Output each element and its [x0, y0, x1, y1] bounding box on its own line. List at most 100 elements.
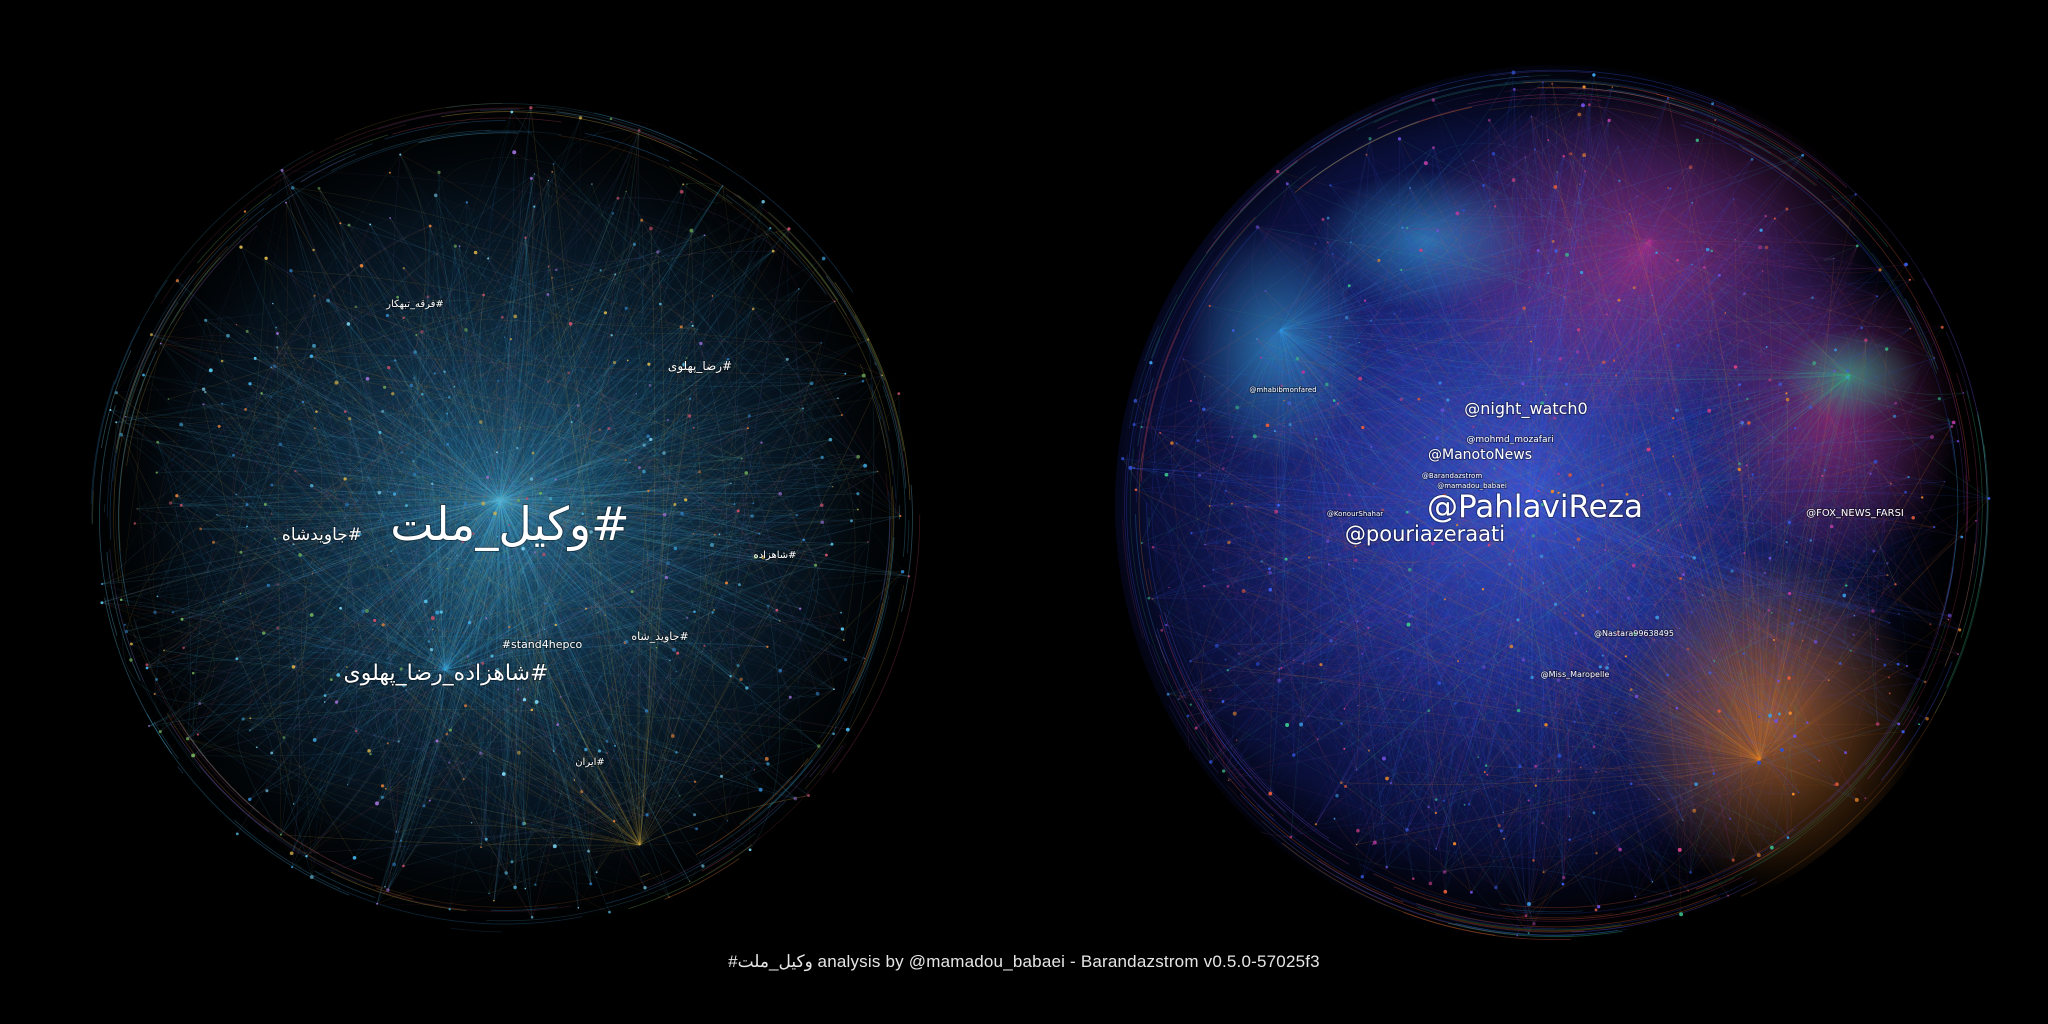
- graph-edge: [1286, 504, 1531, 560]
- graph-edge: [1444, 598, 1761, 761]
- graph-node: [729, 675, 732, 678]
- graph-edge: [265, 398, 839, 505]
- graph-edge: [302, 401, 556, 847]
- graph-edge: [388, 367, 769, 765]
- graph-edge: [1424, 529, 1689, 892]
- graph-edge: [1529, 254, 1568, 506]
- graph-edge: [1529, 496, 1914, 519]
- graph-node: [1456, 488, 1459, 490]
- graph-rim-edge: [199, 765, 358, 883]
- graph-edge: [455, 245, 499, 478]
- graph-edge: [1649, 239, 1790, 523]
- graph-edge: [1279, 329, 1770, 611]
- graph-rim-edge: [901, 484, 913, 612]
- graph-edge: [1547, 641, 1816, 779]
- graph-edge: [125, 416, 501, 501]
- graph-node: [576, 404, 580, 407]
- graph-edge: [1554, 239, 1651, 532]
- graph-edge: [1529, 504, 1655, 641]
- graph-edge: [1529, 504, 1799, 793]
- graph-edge: [116, 392, 484, 504]
- graph-edge: [1529, 504, 1790, 594]
- graph-node: [253, 356, 257, 360]
- graph-edge: [1529, 504, 1680, 629]
- graph-edge: [499, 499, 753, 517]
- graph-edge: [1619, 180, 1754, 524]
- graph-edge: [1289, 424, 1411, 570]
- graph-rim-edge: [839, 603, 883, 713]
- graph-edge: [1529, 384, 1740, 506]
- graph-edge: [1398, 138, 1437, 814]
- graph-edge: [124, 486, 833, 625]
- graph-edge: [1190, 504, 1543, 705]
- graph-edge: [271, 751, 524, 825]
- graph-rim-edge: [809, 763, 821, 778]
- graph-edge: [1472, 160, 1780, 715]
- graph-edge: [1648, 406, 1750, 450]
- graph-edge: [1491, 468, 1531, 506]
- graph-edge: [1525, 273, 1549, 506]
- graph-edge: [1421, 529, 1437, 849]
- graph-edge: [1441, 410, 1517, 705]
- graph-edge: [1520, 539, 1579, 589]
- graph-edge: [1744, 293, 1851, 376]
- graph-edge: [1529, 370, 1835, 506]
- graph-edge: [428, 499, 501, 642]
- graph-node: [642, 443, 646, 447]
- graph-edge: [1340, 504, 1531, 783]
- graph-edge: [1529, 295, 1653, 506]
- graph-edge: [1243, 74, 1595, 592]
- graph-edge: [1424, 529, 1600, 907]
- graph-node: [339, 606, 342, 610]
- graph-edge: [1204, 504, 1531, 587]
- graph-edge: [1529, 345, 1679, 506]
- graph-node: [298, 553, 302, 557]
- graph-edge: [441, 499, 501, 613]
- graph-edge: [1399, 138, 1531, 506]
- graph-edge: [280, 443, 446, 671]
- graph-edge: [1203, 408, 1653, 549]
- graph-edge: [1566, 225, 1708, 255]
- graph-edge: [499, 419, 669, 501]
- graph-edge: [1424, 529, 1437, 800]
- graph-edge: [1279, 329, 1383, 511]
- graph-edge: [243, 709, 834, 735]
- graph-edge: [1566, 254, 1760, 717]
- graph-edge: [1236, 666, 1485, 741]
- graph-edge: [1151, 529, 1426, 600]
- graph-edge: [1213, 384, 1781, 571]
- graph-node: [463, 501, 468, 506]
- graph-edge: [1322, 219, 1555, 419]
- graph-edge: [1635, 475, 1823, 897]
- graph-edge: [1513, 89, 1531, 506]
- graph-rim-edge: [1827, 566, 1954, 803]
- graph-edge: [331, 418, 352, 680]
- graph-edge: [1364, 300, 1621, 850]
- graph-edge: [1166, 474, 1318, 740]
- graph-edge: [249, 383, 524, 573]
- graph-node: [726, 820, 729, 822]
- graph-edge: [1424, 297, 1813, 531]
- graph-rim-edge: [1695, 846, 1780, 890]
- graph-edge: [197, 499, 501, 735]
- graph-edge: [1203, 585, 1714, 774]
- graph-edge: [246, 504, 446, 671]
- graph-edge: [413, 460, 447, 671]
- graph-rim-edge: [1914, 512, 1978, 727]
- graph-node: [1845, 369, 1850, 373]
- graph-edge: [245, 409, 501, 501]
- graph-edge: [1424, 247, 1767, 531]
- graph-edge: [1529, 504, 1899, 665]
- graph-edge: [393, 154, 427, 602]
- graph-edge: [1522, 426, 1953, 530]
- graph-edge: [639, 398, 691, 846]
- graph-edge: [400, 213, 614, 841]
- graph-edge: [428, 539, 804, 642]
- graph-edge: [1580, 421, 1743, 768]
- graph-node: [693, 813, 697, 817]
- graph-edge: [444, 575, 909, 671]
- graph-edge: [1238, 552, 1745, 655]
- graph-edge: [1635, 239, 1651, 496]
- graph-edge: [1676, 374, 1851, 411]
- graph-edge: [1529, 504, 1584, 616]
